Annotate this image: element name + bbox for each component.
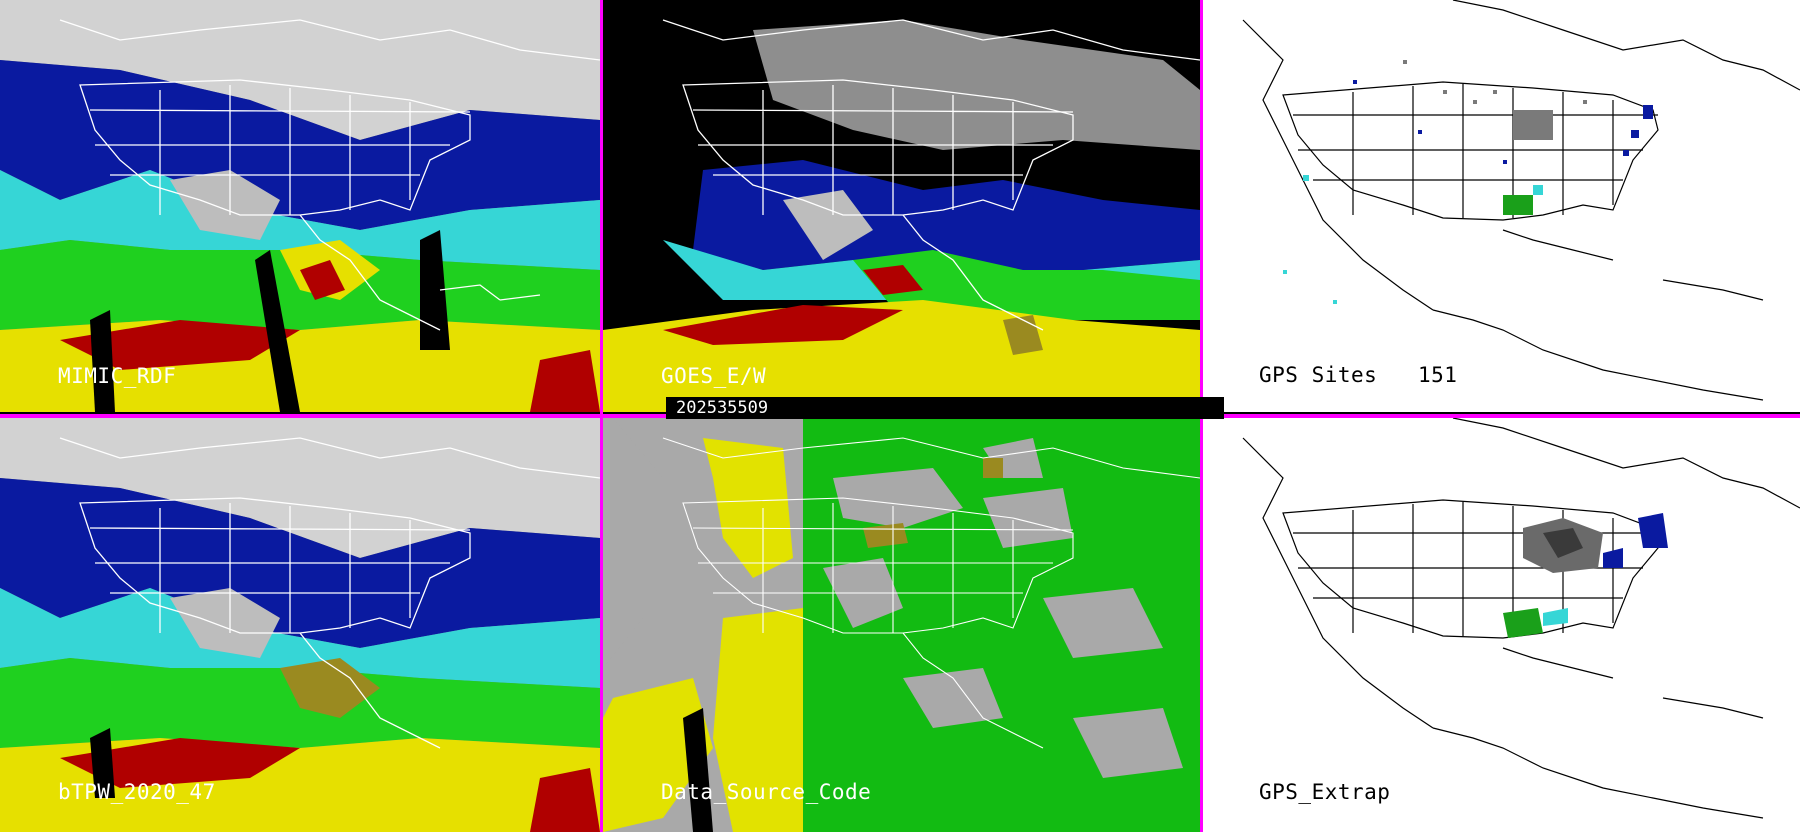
panel-label-gps-extrap: GPS_Extrap [1259, 780, 1391, 804]
panel-label-data-source-code: Data_Source_Code [661, 780, 872, 804]
timestamp-bar: 202535509 [666, 397, 1224, 419]
gps-extrap-map [1203, 418, 1800, 832]
btpw-image [0, 418, 600, 832]
goes-ew-image [603, 0, 1200, 412]
panel-label-btpw: bTPW_2020_47 [58, 780, 216, 804]
panel-gps-extrap: GPS_Extrap [1203, 418, 1800, 832]
mimic-rdf-image [0, 0, 600, 412]
panel-label-mimic-rdf: MIMIC_RDF [58, 364, 177, 388]
panel-btpw: bTPW_2020_47 [0, 418, 600, 832]
gps-sites-map [1203, 0, 1800, 412]
panel-goes-ew: GOES_E/W [603, 0, 1200, 412]
gps-sites-count: 151 [1418, 363, 1458, 387]
panel-label-goes-ew: GOES_E/W [661, 364, 767, 388]
panel-data-source-code: Data_Source_Code [603, 418, 1200, 832]
data-source-code-image [603, 418, 1200, 832]
panel-mimic-rdf: MIMIC_RDF [0, 0, 600, 412]
panel-label-gps-sites: GPS Sites [1259, 363, 1378, 387]
panel-gps-sites: GPS Sites 151 [1203, 0, 1800, 412]
